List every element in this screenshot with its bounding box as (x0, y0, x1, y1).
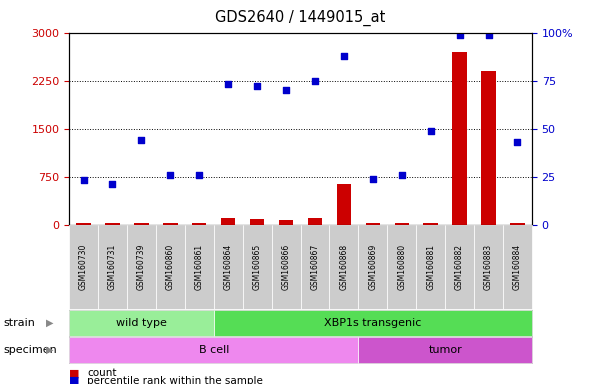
Text: GSM160868: GSM160868 (340, 244, 349, 290)
Bar (221, 218, 236, 225)
Text: strain: strain (3, 318, 35, 328)
Text: GSM160883: GSM160883 (484, 244, 493, 290)
Text: percentile rank within the sample: percentile rank within the sample (87, 376, 263, 384)
Bar (163, 223, 177, 225)
Point (455, 31, 465, 38)
Point (165, 172, 175, 178)
Text: GSM160861: GSM160861 (195, 244, 204, 290)
Text: GSM160860: GSM160860 (166, 244, 175, 290)
Text: GSM160866: GSM160866 (281, 244, 290, 290)
Point (397, 172, 406, 178)
Bar (192, 223, 207, 225)
Point (310, 78, 320, 84)
Text: GSM160865: GSM160865 (252, 244, 261, 290)
Text: GSM160864: GSM160864 (224, 244, 233, 290)
Text: GSM160881: GSM160881 (426, 244, 435, 290)
Bar (76, 223, 91, 225)
Bar (394, 223, 409, 225)
Bar (105, 223, 120, 225)
Text: GSM160880: GSM160880 (397, 244, 406, 290)
Point (426, 127, 436, 134)
Bar (365, 223, 380, 225)
Bar (510, 223, 525, 225)
Text: XBP1s transgenic: XBP1s transgenic (324, 318, 421, 328)
Point (368, 175, 377, 182)
Point (339, 53, 349, 59)
Bar (250, 218, 264, 225)
Text: GSM160867: GSM160867 (311, 244, 320, 290)
Point (195, 172, 204, 178)
Text: GSM160869: GSM160869 (368, 244, 377, 290)
Point (79, 177, 88, 184)
Text: GSM160884: GSM160884 (513, 244, 522, 290)
Text: GSM160731: GSM160731 (108, 244, 117, 290)
Bar (481, 71, 496, 225)
Text: wild type: wild type (116, 318, 167, 328)
Text: GSM160730: GSM160730 (79, 244, 88, 290)
Bar (134, 223, 148, 225)
Point (108, 181, 117, 187)
Text: GDS2640 / 1449015_at: GDS2640 / 1449015_at (215, 10, 386, 26)
Text: count: count (87, 368, 117, 378)
Point (252, 83, 262, 89)
Text: ■: ■ (69, 376, 79, 384)
Text: ▶: ▶ (46, 318, 53, 328)
Text: specimen: specimen (3, 345, 56, 355)
Text: GSM160882: GSM160882 (455, 244, 464, 290)
Bar (453, 52, 467, 225)
Point (136, 137, 146, 143)
Bar (424, 223, 438, 225)
Text: ▶: ▶ (46, 345, 53, 355)
Point (224, 81, 233, 88)
Text: ■: ■ (69, 368, 79, 378)
Point (513, 139, 522, 145)
Text: tumor: tumor (429, 345, 462, 355)
Bar (308, 218, 322, 225)
Text: GSM160739: GSM160739 (137, 244, 146, 290)
Point (281, 87, 291, 93)
Text: B cell: B cell (198, 345, 229, 355)
Bar (279, 220, 293, 225)
Point (484, 31, 493, 38)
Bar (337, 184, 351, 225)
